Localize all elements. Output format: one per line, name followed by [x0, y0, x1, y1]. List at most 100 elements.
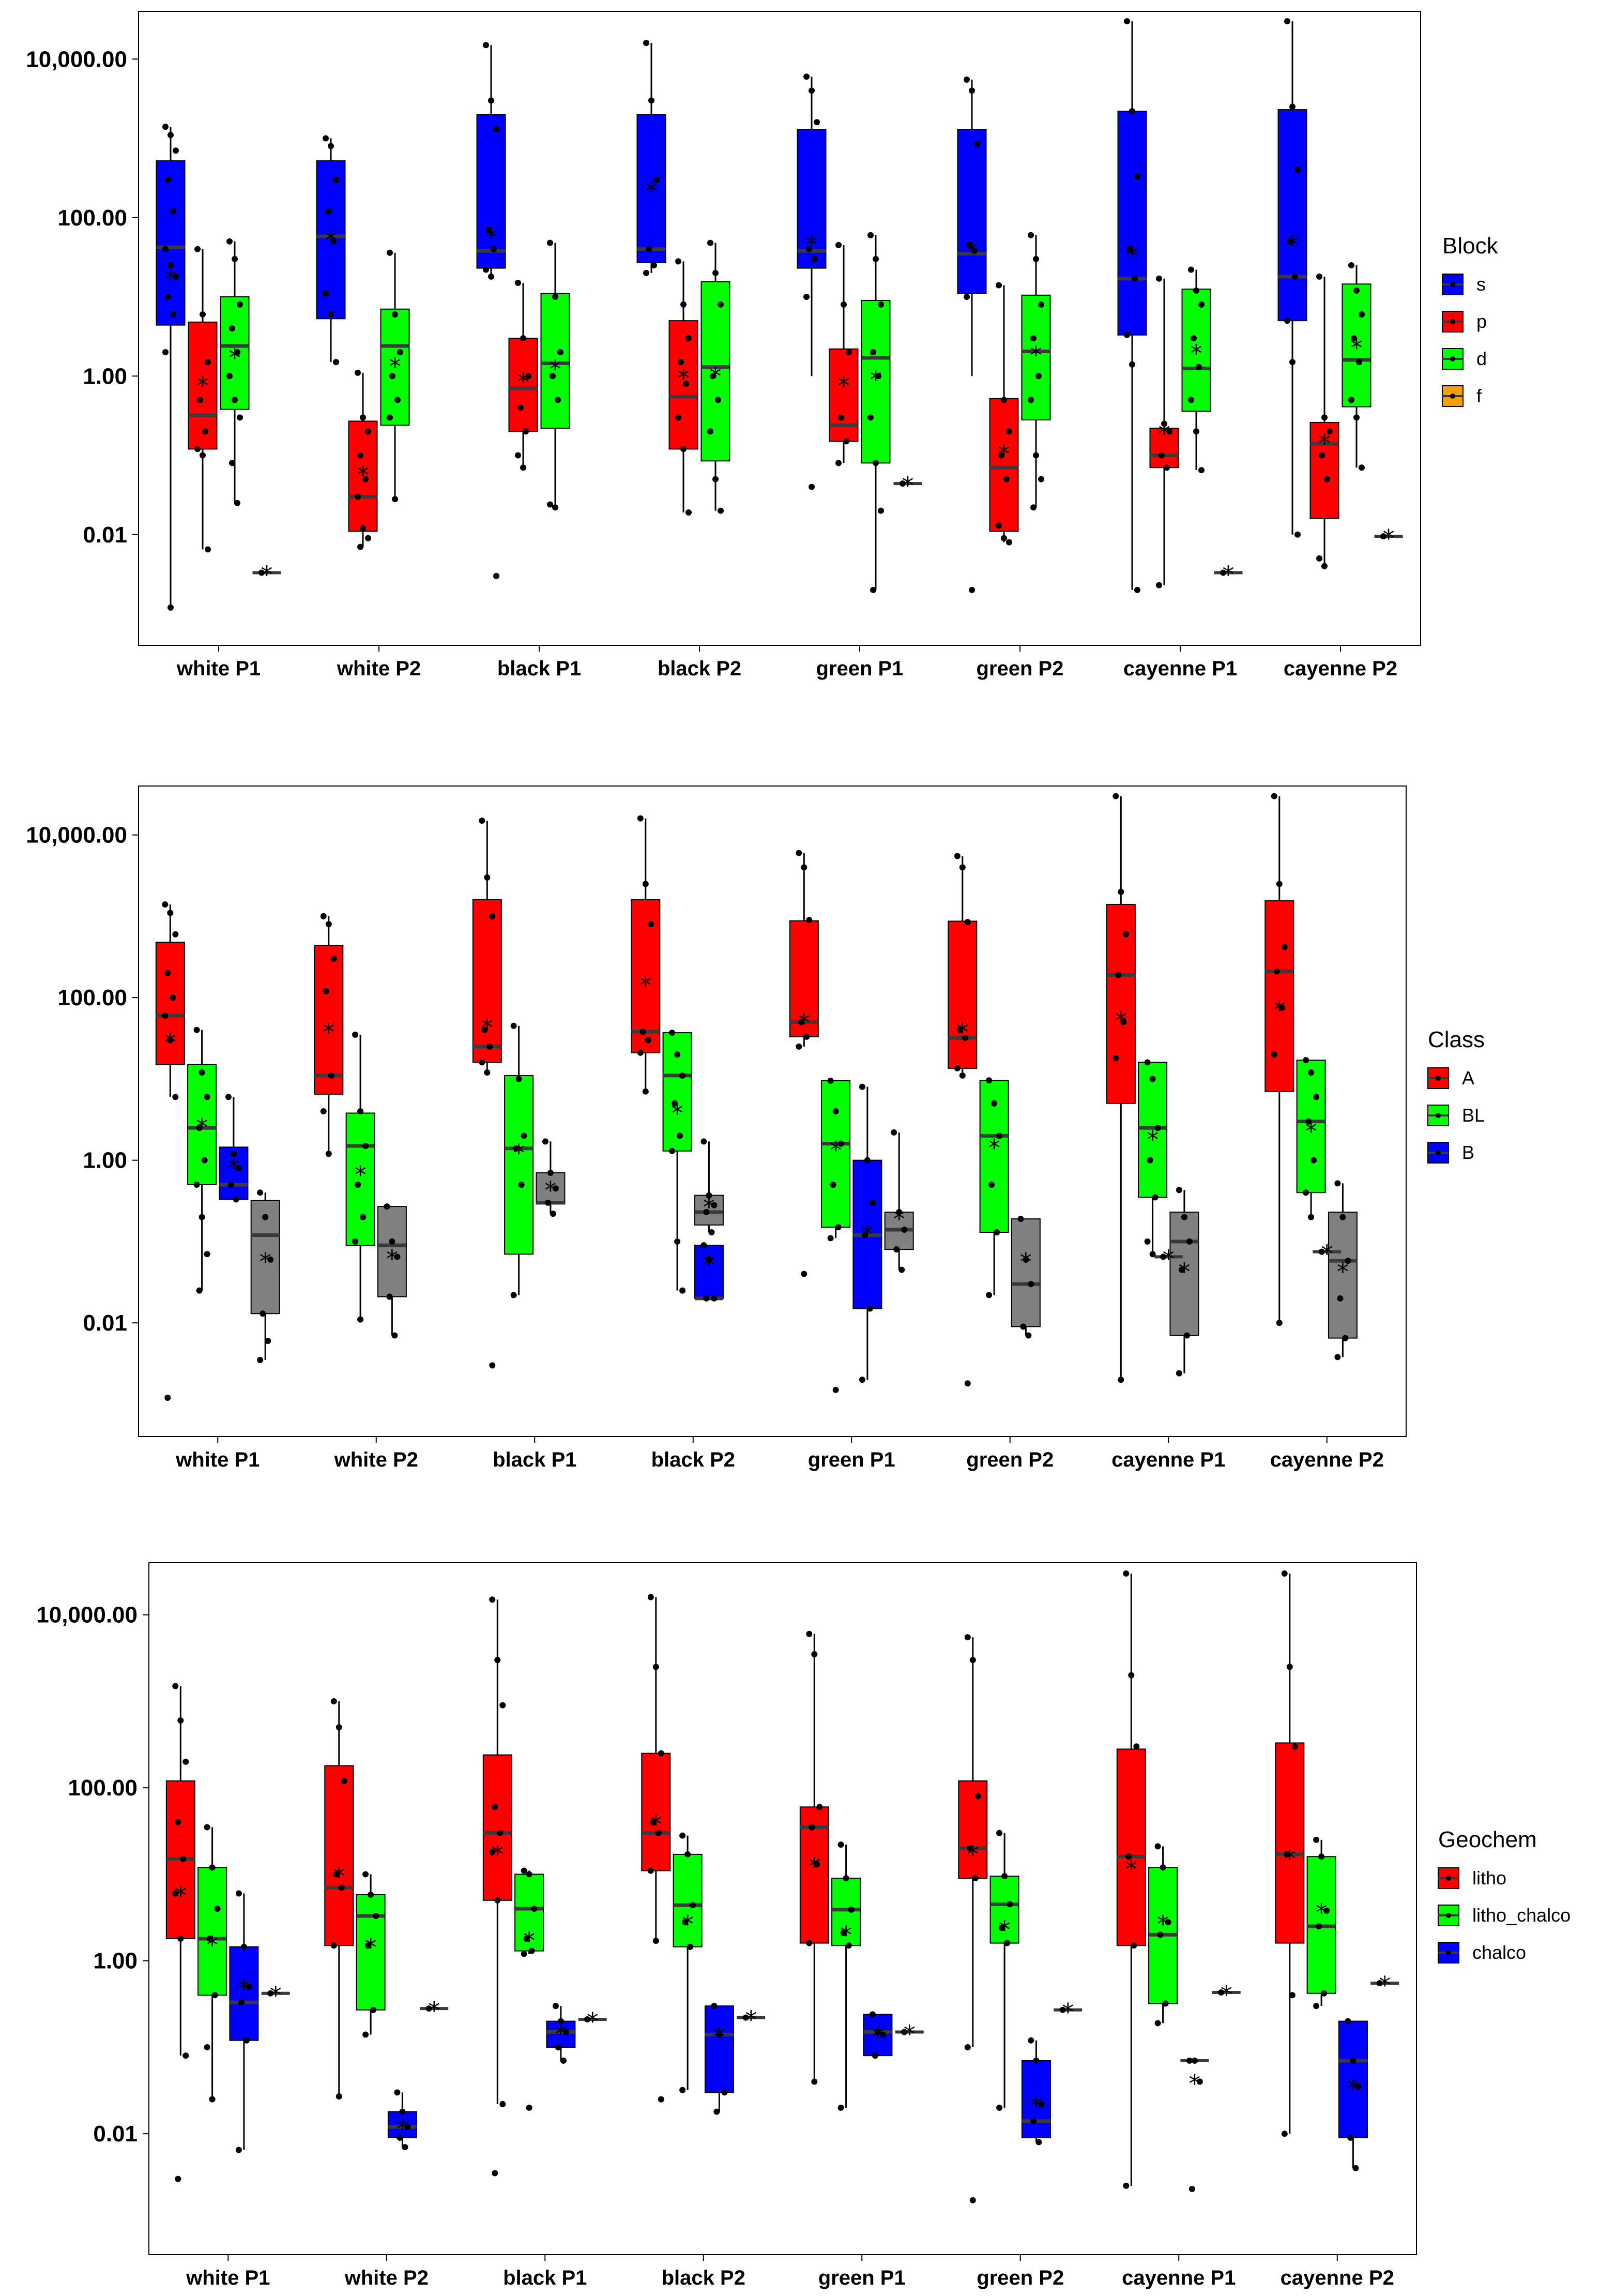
box-A-3: *	[631, 815, 661, 1095]
data-point	[333, 176, 339, 183]
box-f-6: *	[1214, 561, 1243, 589]
data-point	[875, 373, 881, 380]
data-point	[362, 2031, 369, 2038]
legend-label: chalco	[1472, 1942, 1526, 1963]
data-point	[1294, 167, 1301, 173]
box-litho-7: *	[1275, 1570, 1305, 2137]
mean-marker: *	[1157, 1910, 1169, 1938]
data-point	[550, 373, 556, 380]
data-point	[172, 1683, 179, 1689]
x-tick-label: cayenne P1	[1111, 1448, 1225, 1471]
box-litho_chalco-0: *	[197, 1824, 227, 2103]
data-point	[550, 1211, 556, 1217]
x-tick-label: cayenne P1	[1122, 2267, 1236, 2289]
data-point	[996, 1132, 1003, 1139]
data-point	[226, 238, 233, 245]
data-point	[1123, 1570, 1130, 1577]
box-body	[957, 129, 987, 294]
box-litho-0: *	[165, 1683, 195, 2182]
data-point	[996, 522, 1002, 529]
data-point	[162, 349, 169, 356]
data-point	[650, 1819, 657, 1825]
box-body	[1342, 283, 1372, 407]
data-point	[811, 255, 817, 262]
data-point	[1345, 1258, 1351, 1264]
data-point	[352, 1238, 359, 1245]
legend-label: d	[1476, 348, 1487, 369]
data-point	[333, 1871, 340, 1878]
data-point	[901, 1226, 908, 1233]
data-point	[1321, 1990, 1328, 1997]
data-point	[365, 535, 371, 541]
data-point	[365, 1942, 372, 1949]
data-point	[700, 1138, 707, 1145]
box-gray-6: *	[1169, 1187, 1199, 1377]
legend-title: Block	[1442, 233, 1499, 259]
data-point	[1188, 266, 1194, 273]
box-body	[314, 944, 344, 1095]
data-point	[552, 504, 558, 511]
data-point	[1334, 1180, 1341, 1187]
box-litho-4: *	[799, 1630, 829, 2085]
mean-marker: *	[428, 1997, 440, 2025]
data-point	[991, 1100, 998, 1107]
data-point	[229, 460, 235, 466]
data-point	[1156, 275, 1162, 282]
data-point	[562, 2029, 569, 2035]
data-point	[240, 1943, 247, 1950]
box-p-6: *	[1149, 275, 1179, 588]
data-point	[552, 2003, 559, 2010]
box-body	[197, 1867, 227, 1996]
y-tick-label: 0.01	[83, 522, 127, 548]
data-point	[716, 2031, 723, 2038]
data-point	[843, 1875, 849, 1882]
data-point	[1023, 1256, 1029, 1263]
data-point	[357, 543, 363, 550]
data-point	[237, 301, 243, 308]
legend-label: A	[1462, 1067, 1474, 1089]
data-point	[528, 1947, 535, 1954]
data-point	[1198, 467, 1205, 474]
data-point	[1321, 414, 1328, 421]
data-point	[499, 2101, 506, 2107]
legend-key-dot	[1450, 394, 1455, 399]
data-point	[1152, 1194, 1159, 1201]
box-BL-2: *	[504, 1022, 534, 1298]
data-point	[257, 1356, 264, 1363]
data-point	[1003, 476, 1010, 482]
data-point	[674, 1238, 681, 1245]
x-tick-label: green P2	[977, 2267, 1064, 2289]
data-point	[669, 1147, 676, 1154]
data-point	[679, 1072, 686, 1079]
data-point	[544, 1199, 551, 1206]
data-point	[323, 135, 329, 142]
data-point	[389, 373, 395, 380]
data-point	[325, 921, 332, 928]
box-body	[356, 1894, 386, 2011]
data-point	[1038, 301, 1044, 308]
box-body	[1138, 1062, 1168, 1198]
data-point	[1303, 1189, 1309, 1196]
legend-label: f	[1476, 385, 1482, 406]
data-point	[1149, 1251, 1156, 1258]
data-point	[204, 2044, 210, 2050]
data-point	[1308, 1069, 1315, 1076]
box-chalco-6: *	[1180, 2057, 1209, 2192]
data-point	[674, 1051, 681, 1058]
data-point	[832, 1386, 839, 1393]
data-point	[1289, 1992, 1296, 1999]
y-tick-label: 0.01	[93, 2121, 138, 2147]
data-point	[238, 1999, 245, 2006]
data-point	[584, 2016, 591, 2023]
data-point	[394, 397, 401, 403]
data-point	[1281, 2131, 1288, 2137]
data-point	[869, 2011, 876, 2018]
data-point	[1376, 1980, 1383, 1987]
data-point	[859, 1083, 865, 1090]
data-point	[521, 1867, 527, 1874]
data-point	[205, 359, 211, 366]
data-point	[712, 269, 719, 276]
legend-label: B	[1462, 1142, 1474, 1163]
mean-marker: *	[1351, 334, 1363, 362]
data-point	[193, 1182, 200, 1188]
